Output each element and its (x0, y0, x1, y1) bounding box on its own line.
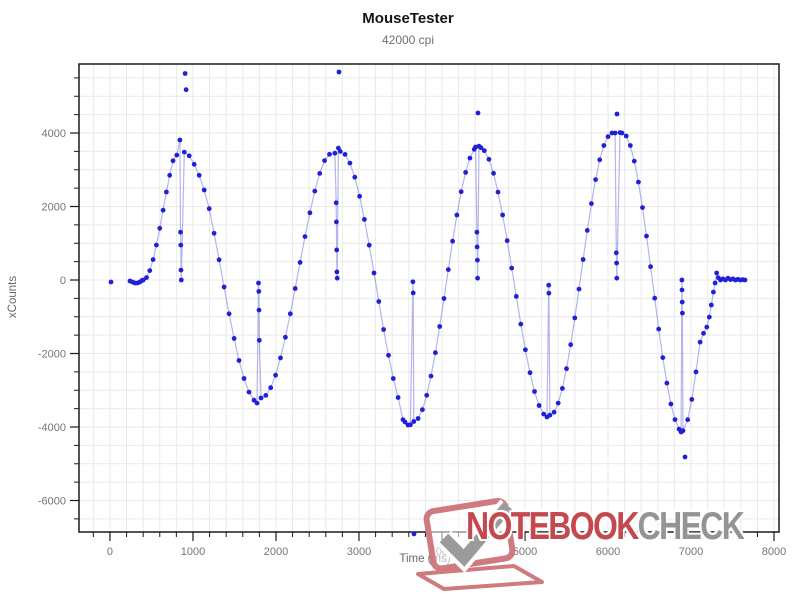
laptop-check-icon (416, 497, 544, 591)
svg-text:-4000: -4000 (38, 422, 66, 434)
chart-title: MouseTester (362, 10, 454, 27)
svg-text:5000: 5000 (513, 546, 537, 558)
tick-labels: 0 1000 2000 3000 4000 5000 6000 7000 8000 -6000 -4… (38, 128, 786, 558)
svg-text:4000: 4000 (42, 128, 66, 140)
svg-text:0: 0 (60, 275, 66, 287)
gridlines (79, 64, 779, 532)
svg-text:-2000: -2000 (38, 349, 66, 361)
y-axis-label: xCounts (7, 275, 19, 319)
svg-text:8000: 8000 (762, 546, 786, 558)
watermark-text: NOTEBOOKCHECK (466, 505, 745, 548)
data-points (108, 130, 748, 435)
svg-text:2000: 2000 (42, 202, 66, 214)
svg-text:0: 0 (107, 546, 113, 558)
watermark-notebook-text: NOTEBOOK (466, 505, 639, 548)
chart-subtitle: 42000 cpi (381, 33, 435, 47)
svg-text:7000: 7000 (679, 546, 703, 558)
outlier-points (182, 69, 688, 537)
series-line (129, 131, 746, 434)
notebookcheck-watermark: NOTEBOOKCHECK (408, 496, 800, 592)
axis-ticks (70, 77, 775, 541)
svg-text:1000: 1000 (181, 546, 205, 558)
svg-text:6000: 6000 (596, 546, 620, 558)
svg-text:-6000: -6000 (38, 496, 66, 508)
watermark-check-text: CHECK (637, 505, 745, 548)
svg-text:3000: 3000 (347, 546, 371, 558)
svg-text:2000: 2000 (264, 546, 288, 558)
